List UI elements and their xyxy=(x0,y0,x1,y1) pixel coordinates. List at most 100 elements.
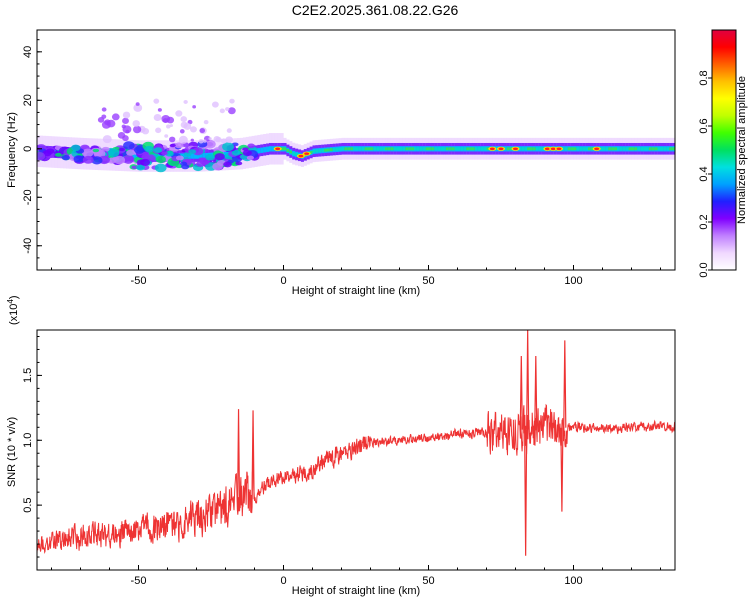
spectrum-core-cell xyxy=(257,148,261,154)
spectrum-peak-cell xyxy=(408,147,412,151)
spectrum-peak-cell xyxy=(364,147,368,151)
spectrogram-y-tick-label: 0 xyxy=(22,146,34,152)
spectrum-peak-cell xyxy=(405,147,409,151)
snr-x-label: Height of straight line (km) xyxy=(292,585,420,597)
colorbar-tick-label: 0.0 xyxy=(698,262,710,277)
spectrum-blob xyxy=(126,149,136,156)
spectrum-hotspot xyxy=(550,147,556,151)
spectrum-blob xyxy=(73,155,84,163)
spectrum-hotspot xyxy=(556,147,562,151)
spectrum-peak-cell xyxy=(622,147,626,151)
spectrum-peak-cell xyxy=(437,147,441,151)
spectrum-blob xyxy=(121,124,126,129)
spectrum-blob xyxy=(153,113,162,122)
spectrum-core-cell xyxy=(193,153,197,159)
spectrogram-y-tick-label: -40 xyxy=(22,238,34,254)
spectrum-core-cell xyxy=(202,153,206,159)
spectrum-blob xyxy=(71,144,81,152)
spectrogram-frame xyxy=(36,29,676,271)
spectrum-blob xyxy=(91,156,103,165)
spectrum-blob xyxy=(135,102,140,106)
spectrum-blob xyxy=(136,164,146,171)
spectrum-blob xyxy=(220,138,227,144)
colorbar-gradient xyxy=(712,30,736,270)
spectrum-peak-cell xyxy=(472,147,476,151)
spectrogram-y-ticks: -40 -20 0 20 40 xyxy=(22,39,42,259)
spectrum-blob xyxy=(180,116,188,123)
spectrum-peak-cell xyxy=(628,147,632,151)
spectrum-peak-cell xyxy=(411,147,415,151)
spectrum-blob xyxy=(213,135,221,142)
spectrum-core-cell xyxy=(266,146,270,152)
spectrogram-x-tick-label: 50 xyxy=(422,275,434,287)
spectrum-blob xyxy=(155,155,166,164)
spectrum-blob xyxy=(223,161,232,168)
spectrum-peak-cell xyxy=(454,147,458,151)
snr-spike xyxy=(524,429,528,556)
snr-series-line xyxy=(37,403,675,554)
spectrum-peak-cell xyxy=(506,147,510,151)
spectrum-peak-cell xyxy=(350,147,354,151)
spectrum-blob xyxy=(181,164,190,170)
spectrum-blob xyxy=(166,116,175,124)
spectrum-blob xyxy=(246,155,254,160)
spectrum-peak-cell xyxy=(361,147,365,151)
spectrum-peak-cell xyxy=(335,147,339,151)
spectrum-peak-cell xyxy=(324,148,328,152)
spectrum-blob xyxy=(134,146,145,154)
spectrum-core-cell xyxy=(196,153,200,159)
spectrum-peak-cell xyxy=(358,147,362,151)
spectrum-blob xyxy=(37,152,46,161)
spectrogram-x-tick-label: 0 xyxy=(280,275,286,287)
spectrum-peak-cell xyxy=(561,147,565,151)
spectrum-peak-cell xyxy=(469,147,473,151)
spectrum-blob xyxy=(82,155,94,164)
spectrum-peak-cell xyxy=(643,147,647,151)
spectrogram-heatmap xyxy=(37,98,675,173)
spectrum-blob xyxy=(164,134,169,138)
colorbar-tick-label: 0.6 xyxy=(698,118,710,133)
spectrum-peak-cell xyxy=(419,147,423,151)
spectrum-blob xyxy=(174,142,184,149)
spectrum-peak-cell xyxy=(414,147,418,151)
snr-spike xyxy=(236,409,241,511)
snr-x-tick-label: 100 xyxy=(564,575,582,587)
spectrum-blob xyxy=(175,155,184,161)
spectrum-blob xyxy=(219,108,225,114)
spectrum-peak-cell xyxy=(648,147,652,151)
spectrum-peak-cell xyxy=(292,152,296,156)
spectrum-blob xyxy=(54,152,62,157)
snr-spike xyxy=(526,330,530,430)
spectrum-blob xyxy=(165,124,171,129)
spectrum-blob xyxy=(101,107,107,112)
spectrum-blob xyxy=(242,149,252,157)
spectrum-blob xyxy=(144,145,154,153)
spectrum-peak-cell xyxy=(385,147,389,151)
colorbar-frame xyxy=(711,29,737,271)
spectrum-blob xyxy=(122,117,129,124)
spectrum-hotspot xyxy=(544,147,550,151)
spectrum-peak-cell xyxy=(283,147,287,151)
spectrum-peak-cell xyxy=(582,147,586,151)
spectrum-blob xyxy=(188,149,197,155)
spectrogram-x-label: Height of straight line (km) xyxy=(292,285,420,297)
spectrum-peak-cell xyxy=(425,147,429,151)
spectrum-core-cell xyxy=(269,146,273,152)
spectrum-peak-cell xyxy=(356,147,360,151)
spectrum-peak-cell xyxy=(440,147,444,151)
spectrum-hotspot xyxy=(498,147,504,151)
spectrum-peak-cell xyxy=(466,147,470,151)
spectrum-peak-cell xyxy=(518,147,522,151)
spectrum-core-cell xyxy=(199,153,203,159)
spectrum-hotspot xyxy=(298,154,304,158)
spectrum-peak-cell xyxy=(347,147,351,151)
spectrum-blob xyxy=(208,137,212,141)
snr-spike xyxy=(534,355,538,429)
spectrogram-x-tick-label: -50 xyxy=(131,275,147,287)
spectrum-blob xyxy=(211,101,219,108)
spectrum-peak-cell xyxy=(486,147,490,151)
spectrum-peak-cell xyxy=(480,147,484,151)
spectrum-blob xyxy=(183,100,188,105)
spectrum-peak-cell xyxy=(353,147,357,151)
